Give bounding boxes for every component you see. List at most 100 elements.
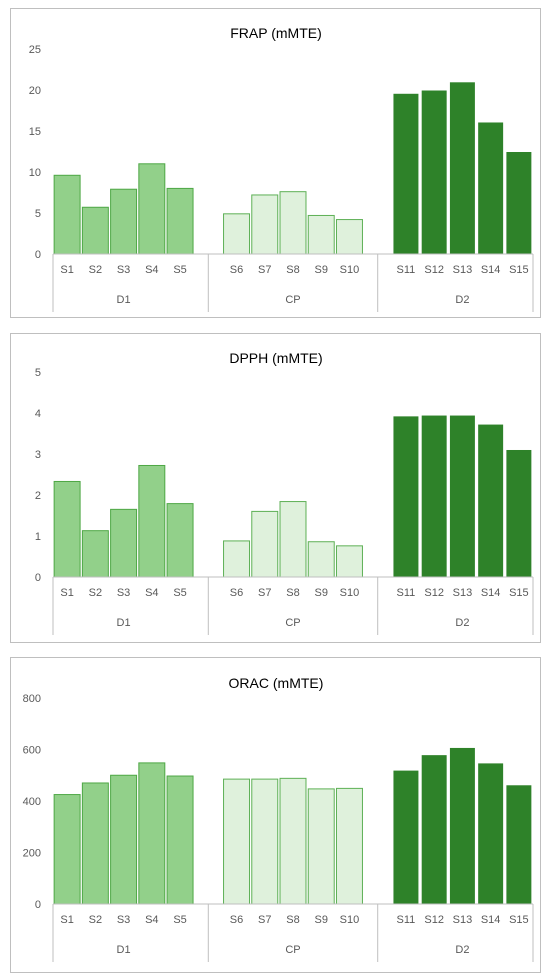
x-tick-label: S3 <box>117 587 130 599</box>
x-tick-label: S4 <box>145 914 158 926</box>
bar-s6 <box>223 213 251 255</box>
x-tick-label: S12 <box>424 264 444 276</box>
bar-s8 <box>279 501 307 578</box>
bar-s4 <box>138 464 166 578</box>
x-tick-label: S8 <box>286 587 299 599</box>
bar-s9 <box>307 541 335 578</box>
x-tick-label: S1 <box>60 914 73 926</box>
bar-s5 <box>166 503 194 578</box>
x-tick-label: S1 <box>60 264 73 276</box>
x-tick-label: S15 <box>509 264 529 276</box>
orac-chart-title: ORAC (mMTE) <box>229 675 324 691</box>
y-tick-label: 4 <box>35 408 41 420</box>
group-label-cp: CP <box>285 944 300 956</box>
bar-s5 <box>166 775 194 905</box>
x-tick-label: S4 <box>145 264 158 276</box>
x-tick-label: S2 <box>89 264 102 276</box>
x-tick-label: S13 <box>453 264 473 276</box>
group-label-d2: D2 <box>455 294 469 306</box>
y-tick-label: 0 <box>35 249 41 261</box>
bar-s11 <box>392 769 420 905</box>
x-tick-label: S11 <box>397 587 416 599</box>
group-label-d1: D1 <box>117 944 131 956</box>
x-tick-label: S6 <box>230 914 243 926</box>
x-tick-label: S5 <box>173 587 186 599</box>
y-tick-label: 5 <box>35 208 41 220</box>
group-label-cp: CP <box>285 617 300 629</box>
x-tick-label: S12 <box>424 587 444 599</box>
x-tick-label: S8 <box>286 264 299 276</box>
x-tick-label: S1 <box>60 587 73 599</box>
x-tick-label: S13 <box>453 587 473 599</box>
dpph-chart-title: DPPH (mMTE) <box>229 350 322 366</box>
bar-s13 <box>448 81 476 255</box>
y-tick-label: 200 <box>23 848 41 860</box>
bar-s12 <box>420 89 448 255</box>
x-tick-label: S5 <box>173 914 186 926</box>
x-tick-label: S7 <box>258 264 271 276</box>
y-tick-label: 25 <box>29 44 41 56</box>
x-tick-label: S9 <box>315 264 328 276</box>
group-label-cp: CP <box>285 294 300 306</box>
bar-s10 <box>335 787 363 905</box>
orac-chart: ORAC (mMTE) 0 200 400 600 800 S1 S2 S3 S4 S5 D1 S6 S7… <box>23 675 534 962</box>
frap-chart-panel: FRAP (mMTE) 0 5 10 15 20 25 S1 S2 S3 S4 S5 D1 S6 S7 S8 S… <box>10 8 541 318</box>
x-tick-label: S2 <box>89 914 102 926</box>
x-tick-label: S6 <box>230 264 243 276</box>
x-tick-label: S14 <box>481 264 501 276</box>
y-tick-label: 15 <box>29 126 41 138</box>
bar-s6 <box>223 778 251 905</box>
bar-s15 <box>505 151 533 255</box>
x-tick-label: S7 <box>258 914 271 926</box>
y-tick-label: 0 <box>35 899 41 911</box>
x-tick-label: S14 <box>481 914 501 926</box>
x-tick-label: S3 <box>117 264 130 276</box>
group-label-d2: D2 <box>455 617 469 629</box>
x-tick-label: S5 <box>173 264 186 276</box>
bar-s3 <box>110 188 138 255</box>
bar-s5 <box>166 187 194 255</box>
x-tick-label: S10 <box>340 264 360 276</box>
bar-s4 <box>138 762 166 905</box>
x-tick-label: S8 <box>286 914 299 926</box>
y-tick-label: 2 <box>35 490 41 502</box>
x-tick-label: S15 <box>509 587 529 599</box>
bar-s1 <box>53 480 81 578</box>
bar-s3 <box>110 508 138 578</box>
y-tick-label: 800 <box>23 693 41 705</box>
bar-s7 <box>251 778 279 905</box>
bar-s7 <box>251 510 279 578</box>
bar-s1 <box>53 794 81 905</box>
bar-s3 <box>110 774 138 905</box>
y-tick-label: 3 <box>35 449 41 461</box>
group-label-d2: D2 <box>455 944 469 956</box>
bar-s2 <box>81 782 109 905</box>
bar-s4 <box>138 163 166 255</box>
dpph-chart: DPPH (mMTE) 0 1 2 3 4 5 S1 S2 S3 S4 S5 D1 S6 S7 S8 S9 S10… <box>35 350 534 635</box>
bar-s2 <box>81 530 109 578</box>
x-tick-label: S11 <box>397 914 416 926</box>
bar-s7 <box>251 194 279 255</box>
orac-chart-panel: ORAC (mMTE) 0 200 400 600 800 S1 S2 S3 S4 S5 D1 S6 S7… <box>10 657 541 973</box>
dpph-chart-panel: DPPH (mMTE) 0 1 2 3 4 5 S1 S2 S3 S4 S5 D1 S6 S7 S8 S9 S10… <box>10 333 541 643</box>
y-tick-label: 0 <box>35 572 41 584</box>
bar-s11 <box>392 415 420 578</box>
x-tick-label: S10 <box>340 587 360 599</box>
bar-s15 <box>505 784 533 905</box>
bar-s13 <box>448 746 476 905</box>
x-tick-label: S15 <box>509 914 529 926</box>
x-tick-label: S13 <box>453 914 473 926</box>
bar-s14 <box>477 121 505 255</box>
y-tick-label: 10 <box>29 167 41 179</box>
y-tick-label: 600 <box>23 745 41 757</box>
y-tick-label: 1 <box>35 531 41 543</box>
bar-s9 <box>307 788 335 905</box>
bar-s2 <box>81 206 109 255</box>
bar-s12 <box>420 754 448 905</box>
group-label-d1: D1 <box>117 294 131 306</box>
x-tick-label: S12 <box>424 914 444 926</box>
y-tick-label: 400 <box>23 796 41 808</box>
bar-s12 <box>420 414 448 578</box>
x-tick-label: S2 <box>89 587 102 599</box>
bar-s6 <box>223 540 251 578</box>
